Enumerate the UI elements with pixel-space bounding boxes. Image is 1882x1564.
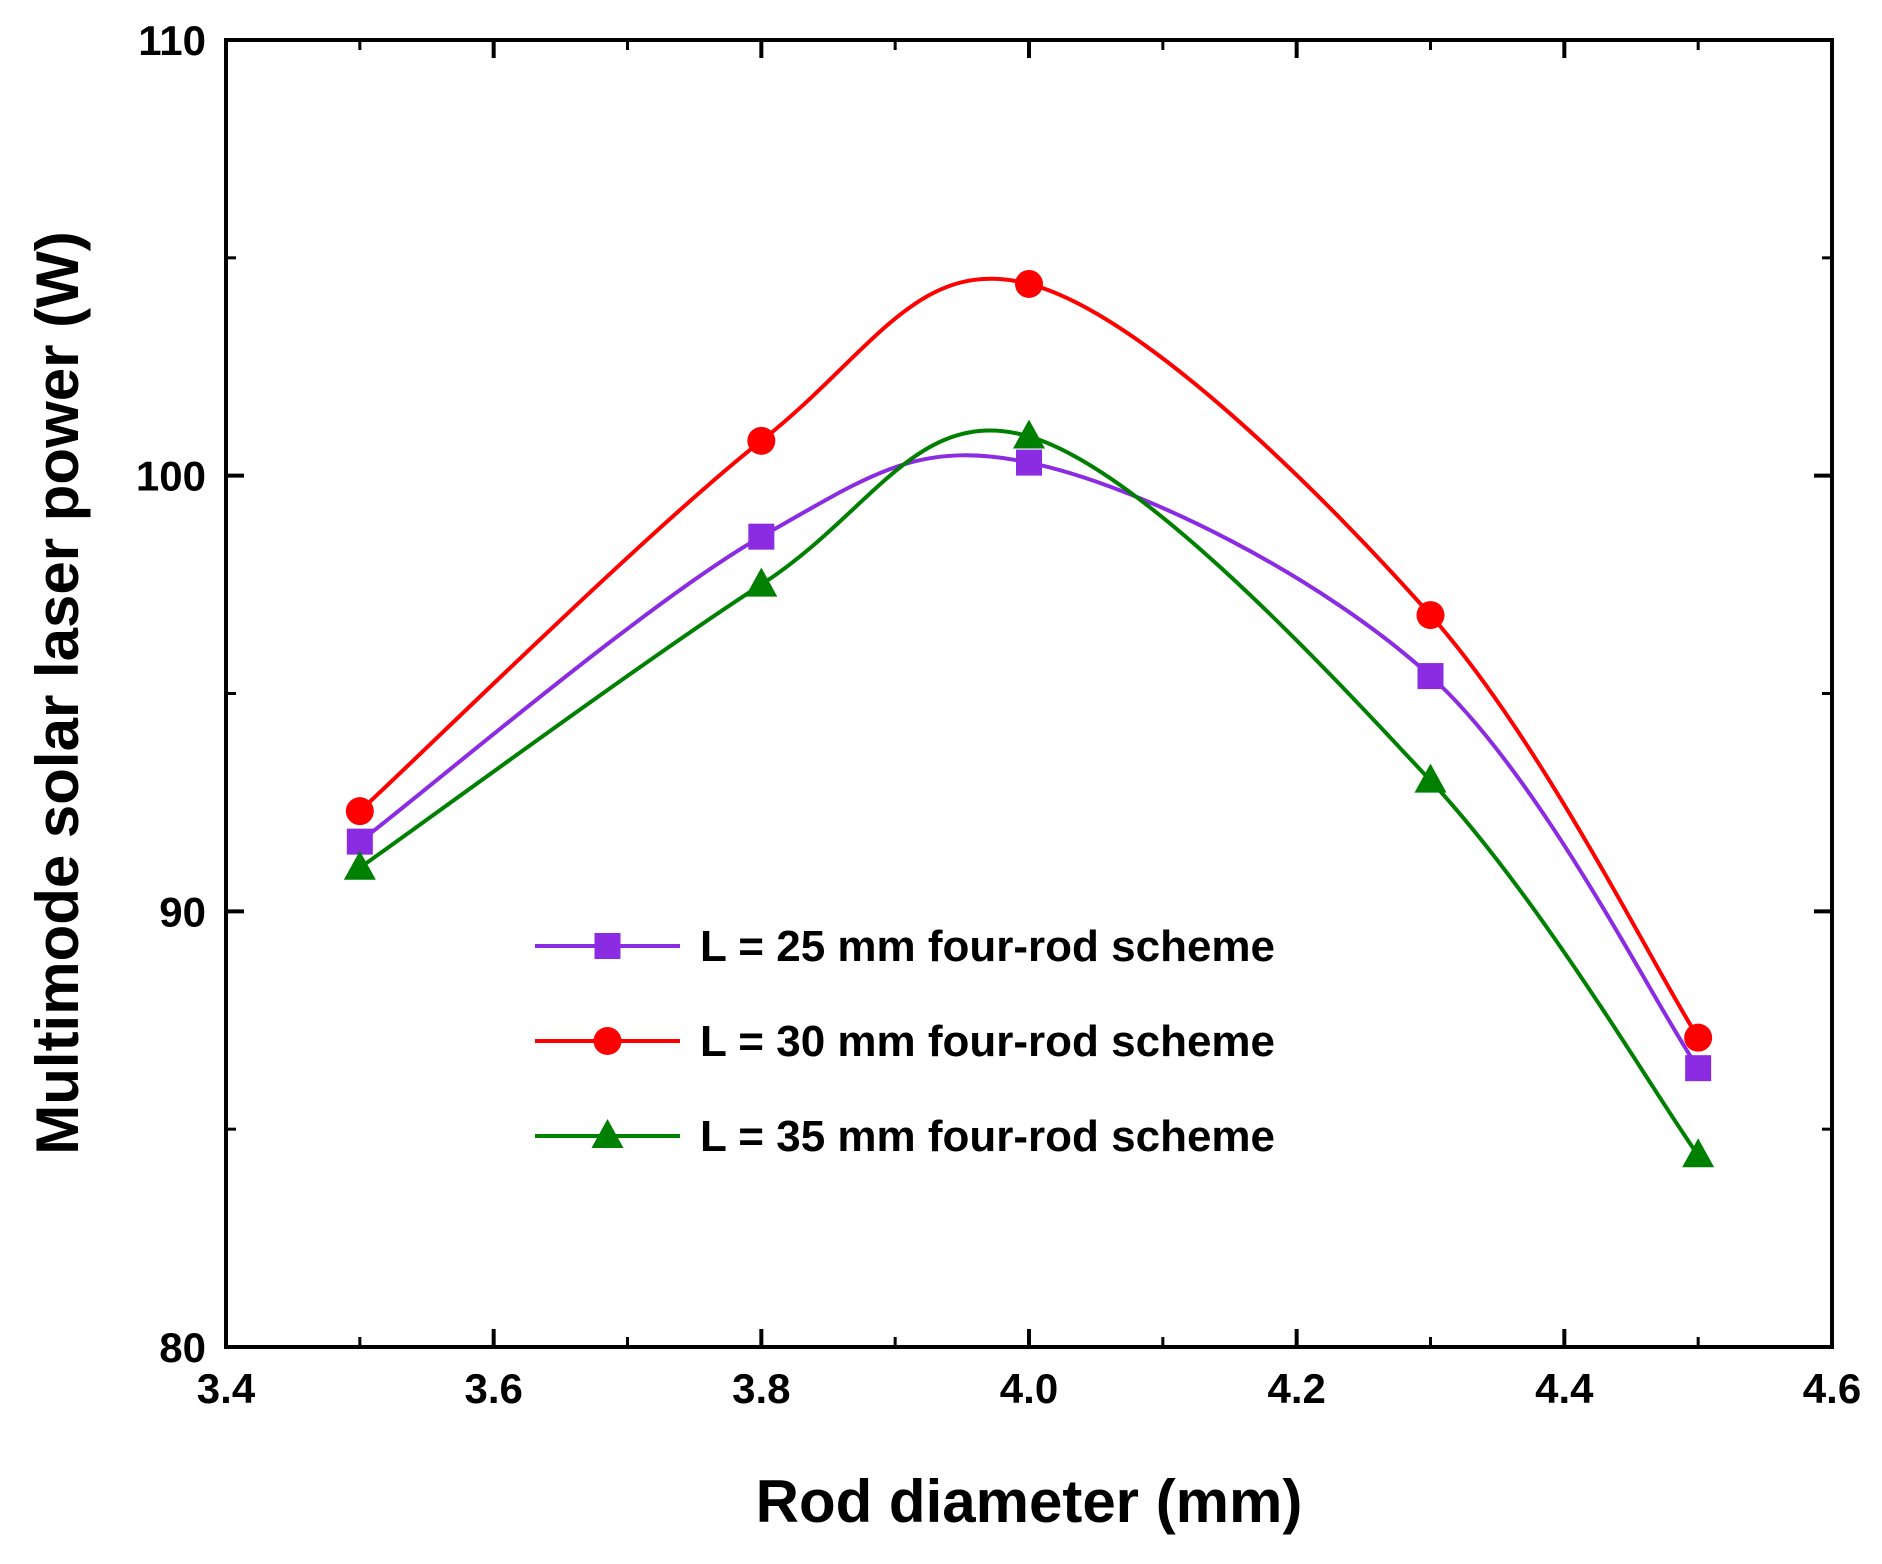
tick-labels: 3.4 3.6 3.8 4.0 4.2 4.4 4.6 80 90 100 110 [136,17,1861,1412]
data-point-triangle [745,567,778,597]
series-triangle [343,419,1715,1168]
y-tick-label: 90 [159,888,206,935]
x-tick-label: 3.8 [732,1365,790,1412]
legend: L = 25 mm four-rod scheme L = 30 mm four-… [535,922,1275,1161]
data-point-square [1417,663,1444,690]
data-point-circle [747,426,776,455]
plot-area [226,40,1832,1347]
plot-frame [224,38,1834,1349]
legend-marker-triangle [591,1119,624,1148]
data-point-circle [1684,1023,1713,1052]
data-point-triangle [1414,763,1447,793]
y-tick-label: 80 [159,1324,206,1371]
x-tick-label: 4.6 [1803,1365,1861,1412]
data-point-square [1016,449,1042,476]
legend-label: L = 30 mm four-rod scheme [700,1017,1275,1066]
legend-marker-circle [593,1027,622,1055]
data-point-square [748,523,775,550]
data-point-square [1685,1055,1712,1082]
x-tick-label: 4.4 [1535,1365,1594,1412]
x-tick-label: 3.4 [197,1365,256,1412]
data-point-circle [1015,269,1043,298]
y-tick-label: 100 [136,453,206,500]
series-square [346,449,1712,1082]
series-layer [343,269,1715,1168]
x-tick-label: 4.2 [1267,1365,1325,1412]
data-point-circle [1416,601,1445,630]
legend-item: L = 30 mm four-rod scheme [535,1017,1275,1066]
data-point-triangle [1682,1138,1715,1168]
legend-item: L = 35 mm four-rod scheme [535,1112,1275,1161]
data-point-triangle [1013,419,1045,449]
x-axis-title: Rod diameter (mm) [756,1468,1303,1535]
data-point-circle [345,797,374,826]
data-point-triangle [343,850,376,880]
y-axis-title: Multimode solar laser power (W) [24,231,91,1154]
y-tick-label: 110 [138,17,206,64]
series-circle [345,269,1713,1052]
data-point-square [346,828,373,855]
legend-label: L = 25 mm four-rod scheme [700,922,1275,971]
legend-marker-square [594,933,621,959]
legend-item: L = 25 mm four-rod scheme [535,922,1275,971]
legend-label: L = 35 mm four-rod scheme [700,1112,1275,1161]
x-tick-label: 3.6 [464,1365,522,1412]
x-tick-label: 4.0 [1000,1365,1058,1412]
